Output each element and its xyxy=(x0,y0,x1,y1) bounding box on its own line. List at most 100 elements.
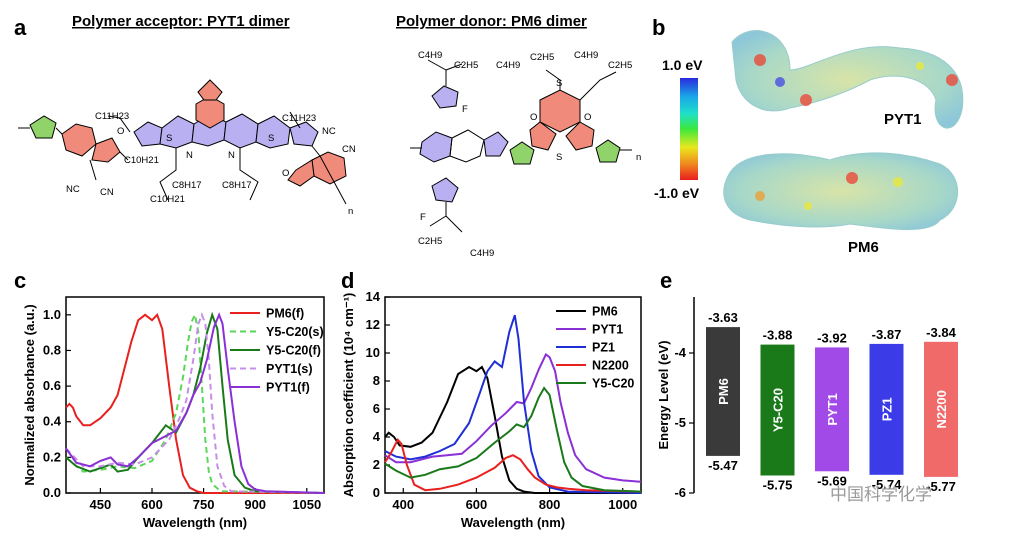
legend-label: Y5-C20(f) xyxy=(266,344,321,358)
homo-label: -5.75 xyxy=(763,478,793,493)
panel-label-c: c xyxy=(14,268,26,293)
x-tick-label: 400 xyxy=(392,497,414,512)
acceptor-label: n xyxy=(348,206,353,217)
y-axis-label: Energy Level (eV) xyxy=(656,340,671,449)
series-line xyxy=(384,365,641,494)
x-tick-label: 750 xyxy=(193,497,215,512)
x-tick-label: 450 xyxy=(90,497,112,512)
y-tick-label: 1.0 xyxy=(43,307,61,322)
y-tick-label: -5 xyxy=(674,415,686,430)
acceptor-label: C8H17 xyxy=(222,180,252,191)
colorbar-max-label: 1.0 eV xyxy=(662,57,703,73)
lumo-label: -3.88 xyxy=(763,328,793,343)
donor-label: S xyxy=(556,78,562,89)
donor-label: n xyxy=(636,152,641,163)
legend-label: PYT1(s) xyxy=(266,362,313,376)
donor-label: C4H9 xyxy=(418,50,442,61)
legend-label: PYT1 xyxy=(592,323,623,337)
y-tick-label: 6 xyxy=(373,401,380,416)
panel-label-d: d xyxy=(341,268,354,293)
lumo-label: -3.92 xyxy=(817,330,847,345)
acceptor-label: S xyxy=(268,133,274,144)
energy-bar xyxy=(924,341,958,477)
bar-category-label: Y5-C20 xyxy=(771,388,786,432)
plot-frame xyxy=(384,296,642,494)
acceptor-label: NC xyxy=(66,184,80,195)
series-line xyxy=(65,311,325,494)
homo-label: -5.74 xyxy=(872,477,902,492)
legend-label: PM6 xyxy=(592,305,618,319)
legend-label: Y5-C20 xyxy=(592,377,634,391)
y-tick-label: 0 xyxy=(373,485,380,500)
lumo-label: -3.84 xyxy=(926,325,956,340)
panel-label-a: a xyxy=(14,15,27,40)
x-axis-label: Wavelength (nm) xyxy=(143,515,247,530)
y-tick-label: 0.4 xyxy=(43,414,62,429)
x-tick-label: 800 xyxy=(539,497,561,512)
lumo-label: -3.63 xyxy=(708,310,738,325)
acceptor-label: O xyxy=(117,126,124,137)
donor-label: F xyxy=(462,104,468,115)
acceptor-label: C8H17 xyxy=(172,180,202,191)
acceptor-label: NC xyxy=(322,126,336,137)
donor-label: C4H9 xyxy=(496,60,520,71)
colorbar-min-label: -1.0 eV xyxy=(654,185,700,201)
acceptor-label: CN xyxy=(100,187,114,198)
y-tick-label: -6 xyxy=(674,485,686,500)
energy-bar xyxy=(815,347,849,472)
pm6-esp-surface xyxy=(723,152,959,230)
pyt1-label: PYT1 xyxy=(884,111,922,128)
donor-label: O xyxy=(530,112,537,123)
donor-label: F xyxy=(420,212,426,223)
potential-colorbar xyxy=(680,78,698,180)
acceptor-title: Polymer acceptor: PYT1 dimer xyxy=(72,13,290,30)
series-line xyxy=(65,312,325,494)
series-line xyxy=(65,312,324,494)
bar-category-label: PM6 xyxy=(716,378,731,405)
legend-label: N2200 xyxy=(592,359,629,373)
y-tick-label: 0.8 xyxy=(43,342,61,357)
y-tick-label: 14 xyxy=(366,289,381,304)
panel-label-b: b xyxy=(652,15,665,40)
y-tick-label: 10 xyxy=(366,345,380,360)
x-tick-label: 1050 xyxy=(292,497,321,512)
normalized-absorbance-chart: 450 600 750 900 1050 0.0 0.2 0.4 0.6 0.8 1.0 Wavele… xyxy=(22,296,325,530)
acceptor-label: C11H23 xyxy=(95,111,129,122)
bar-category-label: N2200 xyxy=(934,390,949,428)
x-tick-label: 600 xyxy=(466,497,488,512)
y-tick-label: 8 xyxy=(373,373,380,388)
acceptor-label: N xyxy=(186,150,193,161)
acceptor-label: C10H21 xyxy=(150,194,185,205)
legend-label: Y5-C20(s) xyxy=(266,325,324,339)
pm6-dimer-structure xyxy=(410,59,632,233)
plot-frame xyxy=(65,296,325,494)
acceptor-label: C10H21 xyxy=(124,155,159,166)
acceptor-atom-labels: C11H23 O C10H21 N S C8H17 C10H21 N S C8H… xyxy=(66,111,356,217)
energy-bar xyxy=(760,344,795,476)
series-line xyxy=(65,312,325,494)
homo-label: -5.69 xyxy=(817,473,847,488)
lumo-label: -3.87 xyxy=(872,327,902,342)
homo-label: -5.47 xyxy=(708,458,738,473)
donor-label: C2H5 xyxy=(608,60,632,71)
panel-label-e: e xyxy=(660,268,672,293)
y-tick-label: -4 xyxy=(674,345,686,360)
donor-label: C4H9 xyxy=(574,50,598,61)
energy-bar xyxy=(706,327,740,456)
series-line xyxy=(384,386,642,493)
series-line xyxy=(384,314,642,494)
donor-atom-labels: C4H9 C2H5 F C4H9 C2H5 C4H9 C2H5 O O S S … xyxy=(418,50,641,259)
donor-title: Polymer donor: PM6 dimer xyxy=(396,13,587,30)
y-tick-label: 0.2 xyxy=(43,449,61,464)
acceptor-label: S xyxy=(166,133,172,144)
acceptor-label: N xyxy=(228,150,235,161)
y-axis-label: Normalized absorbance (a.u.) xyxy=(22,304,37,485)
acceptor-label: CN xyxy=(342,144,356,155)
donor-label: C4H9 xyxy=(470,248,494,259)
y-tick-label: 12 xyxy=(366,317,380,332)
watermark: 中国科学化学 xyxy=(830,485,932,504)
y-tick-label: 0.0 xyxy=(43,485,61,500)
pyt1-dimer-structure xyxy=(18,79,347,205)
